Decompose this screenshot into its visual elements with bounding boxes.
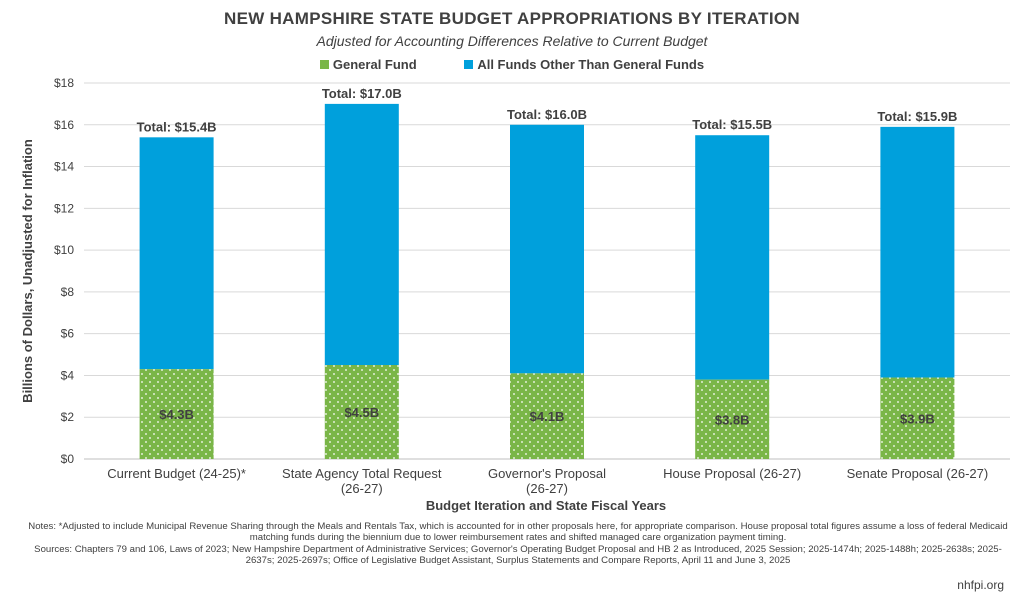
bar-general-fund: [880, 377, 955, 459]
legend: General Fund All Funds Other Than Genera…: [0, 57, 1024, 72]
bar-other-funds: [880, 126, 955, 378]
y-tick-label: $2: [61, 410, 75, 424]
total-label: Total: $15.9B: [877, 109, 957, 124]
total-label: Total: $15.5B: [692, 117, 772, 132]
legend-label-other-funds: All Funds Other Than General Funds: [477, 57, 705, 72]
data-label-general-fund: $4.3B: [159, 407, 194, 422]
y-tick-label: $4: [61, 368, 75, 382]
y-tick-label: $16: [54, 118, 74, 132]
bar-other-funds: [324, 103, 399, 365]
y-tick-label: $18: [54, 76, 74, 90]
bar-other-funds: [695, 135, 770, 380]
y-tick-label: $0: [61, 452, 75, 466]
bar-general-fund: [324, 365, 399, 459]
total-label: Total: $16.0B: [507, 107, 587, 122]
bar-general-fund: [695, 379, 770, 459]
y-tick-label: $10: [54, 243, 74, 257]
data-label-general-fund: $3.9B: [900, 411, 935, 426]
data-label-general-fund: $3.8B: [715, 412, 750, 427]
x-tick-label: State Agency Total Request: [282, 466, 442, 481]
y-tick-label: $8: [61, 285, 75, 299]
total-label: Total: $15.4B: [137, 119, 217, 134]
chart-subtitle: Adjusted for Accounting Differences Rela…: [316, 33, 708, 49]
bar-other-funds: [510, 124, 584, 374]
bar-chart: $0 $2 $4 $6 $8 $10 $12 $14 $16 $18 $4.3B Total: $15…: [20, 76, 1010, 513]
y-tick-label: $14: [54, 160, 74, 174]
y-axis-label: Billions of Dollars, Unadjusted for Infl…: [20, 139, 35, 403]
x-tick-label: (26-27): [341, 481, 383, 496]
chart-title: NEW HAMPSHIRE STATE BUDGET APPROPRIATION…: [224, 9, 800, 28]
bar-general-fund: [139, 369, 214, 459]
bar-other-funds: [139, 137, 214, 370]
y-tick-label: $6: [61, 327, 75, 341]
y-tick-label: $12: [54, 201, 74, 215]
x-tick-label: (26-27): [526, 481, 568, 496]
x-tick-label: Current Budget (24-25)*: [107, 466, 246, 481]
sources-text: Sources: Chapters 79 and 106, Laws of 20…: [34, 543, 1002, 566]
notes-text: Notes: *Adjusted to include Municipal Re…: [28, 521, 1008, 544]
legend-swatch-general-fund: [319, 60, 329, 69]
legend-swatch-other-funds: [464, 60, 474, 69]
notes-block: Notes: *Adjusted to include Municipal Re…: [28, 521, 1008, 566]
legend-label-general-fund: General Fund: [332, 57, 417, 72]
bar-general-fund: [510, 373, 584, 459]
data-label-general-fund: $4.5B: [344, 405, 379, 420]
total-label: Total: $17.0B: [322, 86, 402, 101]
legend-item-general-fund: General Fund: [319, 57, 417, 72]
data-label-general-fund: $4.1B: [530, 409, 565, 424]
legend-item-other-funds: All Funds Other Than General Funds: [464, 57, 704, 72]
x-tick-label: Governor's Proposal: [488, 466, 606, 481]
x-axis-label: Budget Iteration and State Fiscal Years: [426, 498, 666, 513]
x-tick-label: House Proposal (26-27): [663, 466, 801, 481]
footer-url: nhfpi.org: [957, 578, 1004, 592]
x-tick-label: Senate Proposal (26-27): [847, 466, 989, 481]
